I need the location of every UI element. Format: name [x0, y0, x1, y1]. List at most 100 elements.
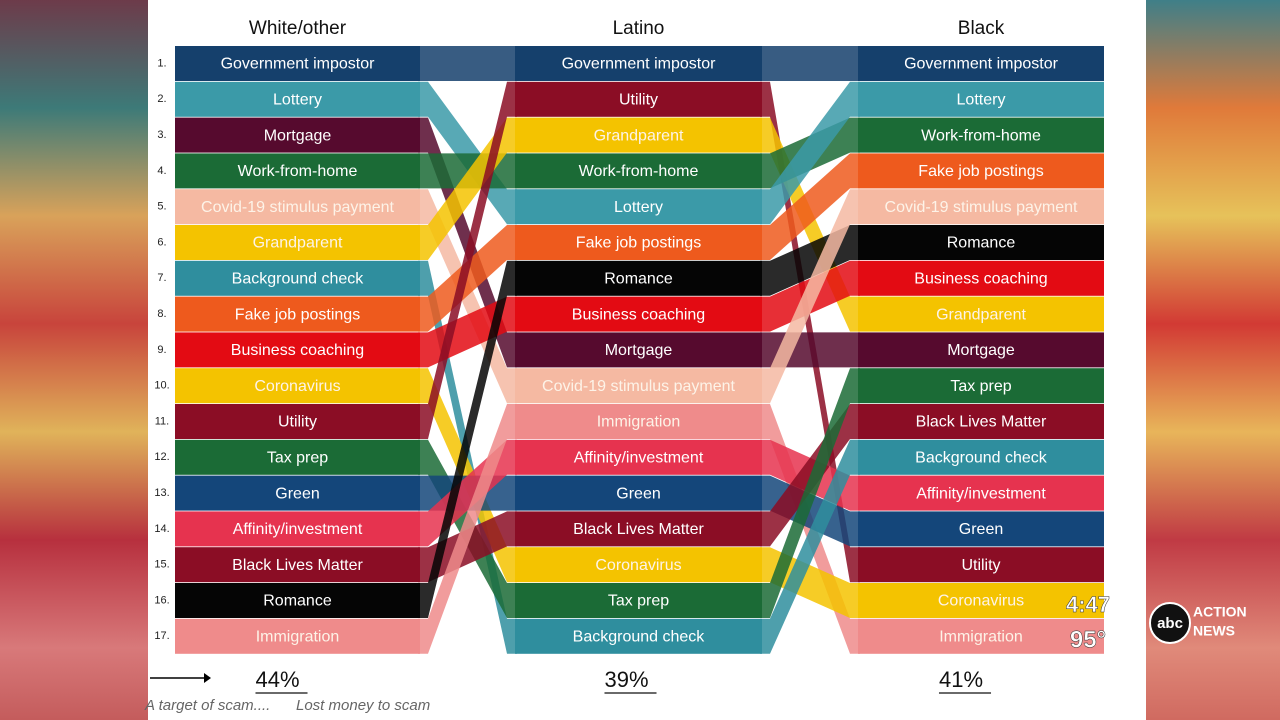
rank-bar: [515, 332, 762, 368]
rank-bar: [858, 260, 1104, 296]
rank-bar: [858, 511, 1104, 547]
rank-bar: [858, 296, 1104, 332]
rank-label: Romance: [263, 593, 332, 610]
rank-label: Business coaching: [914, 271, 1047, 288]
rank-bar: [515, 368, 762, 404]
rank-label: Tax prep: [950, 378, 1011, 395]
rank-label: Government impostor: [904, 56, 1059, 73]
rank-label: Covid-19 stimulus payment: [542, 378, 736, 395]
rank-bar: [858, 618, 1104, 654]
percent: 44%: [255, 667, 299, 692]
rank-label: Immigration: [256, 629, 340, 646]
rank-number: 3.: [157, 129, 166, 141]
rank-label: Background check: [573, 629, 706, 646]
rank-bar: [858, 189, 1104, 225]
ribbon: [760, 189, 860, 404]
rank-bar: [175, 260, 420, 296]
rank-label: Mortgage: [605, 342, 673, 359]
labels: White/other Government impostor Lottery Mor…: [154, 18, 1079, 694]
rank-label: Romance: [947, 235, 1016, 252]
rank-label: Business coaching: [231, 342, 364, 359]
rank-number: 13.: [154, 487, 169, 499]
rank-label: Fake job postings: [576, 235, 701, 252]
rank-bar: [515, 117, 762, 153]
rank-label: Background check: [232, 271, 365, 288]
rank-bar: [175, 618, 420, 654]
rank-label: Utility: [619, 92, 658, 109]
bug-brand: NEWS: [1193, 623, 1235, 639]
rank-label: Fake job postings: [235, 306, 360, 323]
rank-bar: [515, 260, 762, 296]
rank-bar: [175, 332, 420, 368]
blurred-side: [0, 0, 148, 720]
rank-bar: [515, 547, 762, 583]
rank-label: Affinity/investment: [574, 450, 704, 467]
rank-number: 14.: [154, 523, 169, 535]
ribbon: [760, 439, 860, 654]
rank-label: Government impostor: [221, 56, 376, 73]
rank-bar: [175, 81, 420, 117]
bars: [175, 46, 1104, 654]
column-header: Black: [958, 18, 1005, 39]
rank-label: Black Lives Matter: [573, 521, 704, 538]
rank-label: Grandparent: [253, 235, 343, 252]
ribbon: [760, 81, 860, 225]
rank-bar: [175, 583, 420, 618]
ribbon: [760, 46, 860, 81]
rank-bar: [858, 81, 1104, 117]
rank-bar: [858, 117, 1104, 153]
rank-bar: [858, 404, 1104, 439]
rank-number: 11.: [155, 415, 169, 427]
rank-label: Lottery: [273, 92, 322, 109]
rank-bar: [175, 153, 420, 189]
rank-number: 1.: [157, 57, 166, 69]
rank-bar: [175, 296, 420, 332]
percent: 39%: [604, 667, 648, 692]
rank-bar: [175, 368, 420, 404]
rank-bar: [515, 583, 762, 618]
bug-logo: abc: [1157, 615, 1183, 632]
rank-bar: [515, 46, 762, 81]
rank-number: 16.: [154, 594, 169, 606]
rank-label: Fake job postings: [918, 163, 1043, 180]
rank-label: Affinity/investment: [916, 485, 1046, 502]
ribbon: [418, 260, 517, 618]
rank-bar: [515, 153, 762, 189]
rank-label: Business coaching: [572, 306, 705, 323]
rank-label: Black Lives Matter: [232, 557, 363, 574]
ribbon: [418, 404, 517, 654]
rank-bar: [515, 475, 762, 511]
rank-number: 15.: [154, 559, 169, 571]
rank-bar: [175, 225, 420, 260]
rank-number: 2.: [157, 93, 166, 105]
rank-bar: [175, 547, 420, 583]
rank-label: Covid-19 stimulus payment: [201, 199, 395, 216]
rank-label: Tax prep: [267, 450, 328, 467]
rank-label: Utility: [961, 557, 1000, 574]
rank-label: Covid-19 stimulus payment: [885, 199, 1079, 216]
rank-bar: [515, 404, 762, 439]
rank-label: Green: [275, 485, 319, 502]
ribbon: [760, 153, 860, 260]
rank-label: Romance: [604, 271, 673, 288]
rank-label: Coronavirus: [938, 593, 1024, 610]
rank-bar: [175, 189, 420, 225]
station-bug: 4:47 95° abc ACTION NEWS: [1066, 592, 1247, 654]
blurred-side: [1146, 0, 1280, 720]
rank-label: Work-from-home: [921, 127, 1041, 144]
rank-label: Work-from-home: [238, 163, 358, 180]
rank-bar: [858, 332, 1104, 368]
rank-label: Immigration: [939, 629, 1023, 646]
rank-label: Lottery: [614, 199, 663, 216]
percent: 41%: [939, 667, 983, 692]
rank-number: 8.: [157, 308, 166, 320]
rank-bar: [515, 511, 762, 547]
caption: A target of scam....: [144, 697, 270, 714]
rank-bar: [175, 404, 420, 439]
rank-label: Green: [959, 521, 1003, 538]
rank-bar: [175, 46, 420, 81]
rank-label: Immigration: [597, 414, 681, 431]
rank-bar: [858, 46, 1104, 81]
rank-bar: [858, 368, 1104, 404]
